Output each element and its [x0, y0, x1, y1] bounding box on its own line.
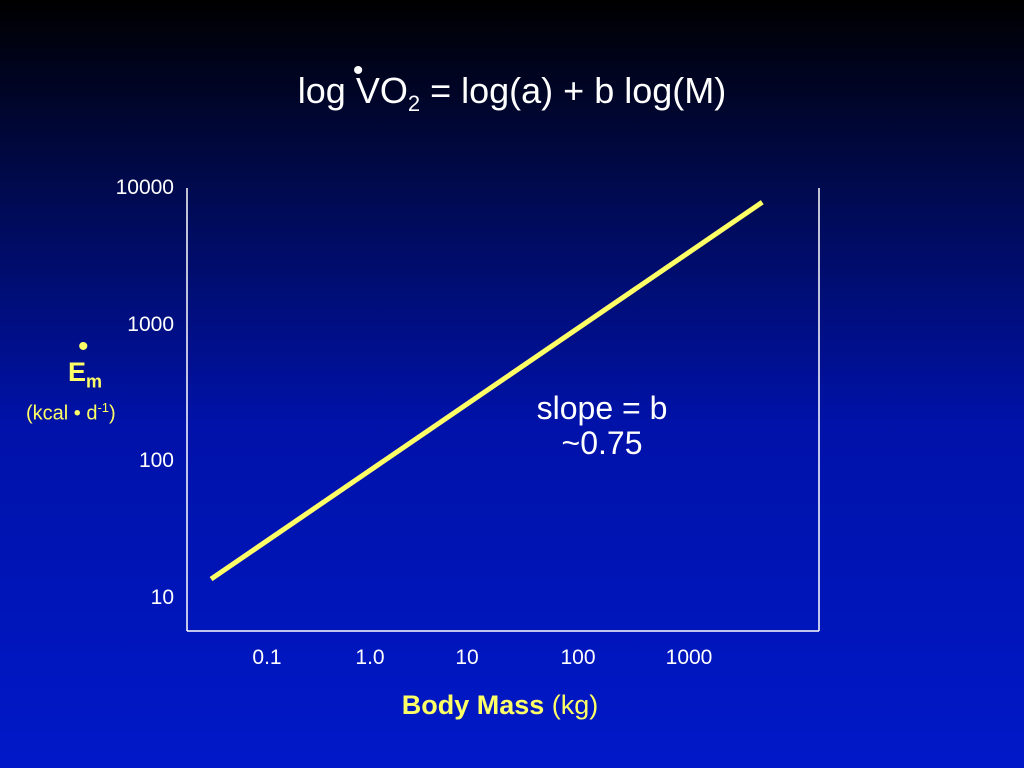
- x-label-unit: (kg): [544, 690, 599, 720]
- x-axis-label: Body Mass (kg): [0, 690, 1000, 721]
- rate-dot-yellow: •: [78, 330, 89, 363]
- chart-title: log • VO2 = log(a) + b log(M): [0, 56, 1024, 117]
- title-o: O: [379, 70, 408, 111]
- y-tick-label: 10: [150, 586, 174, 609]
- title-suffix: = log(a) + b log(M): [420, 70, 727, 111]
- rate-dot: •: [352, 54, 364, 87]
- y-symbol-sub: m: [86, 371, 103, 392]
- y-tick-label: 100: [138, 449, 174, 473]
- y-symbol-letter: E: [68, 357, 87, 387]
- y-unit-close: ): [109, 402, 116, 425]
- title-prefix: log: [297, 70, 356, 111]
- x-tick-label: 0.1: [252, 646, 282, 669]
- y-unit: (kcal • d-1): [26, 400, 116, 426]
- y-unit-sup: -1: [97, 400, 110, 415]
- slope-line-2: ~0.75: [561, 425, 643, 461]
- slope-annotation: slope = b ~0.75: [492, 390, 712, 462]
- y-unit-open: (kcal • d: [26, 402, 98, 425]
- title-v: V: [355, 70, 380, 111]
- y-tick-label: 10000: [115, 176, 174, 199]
- x-label-bold: Body Mass: [401, 690, 545, 720]
- x-tick-label: 1000: [665, 646, 713, 669]
- slope-line-1: slope = b: [536, 390, 668, 426]
- vdot-symbol: • V: [353, 56, 380, 112]
- x-tick-label: 10: [455, 646, 479, 669]
- title-subscript: 2: [407, 91, 421, 116]
- x-tick-label: 100: [560, 646, 596, 669]
- y-symbol: Em: [68, 357, 102, 392]
- series-layer: [209, 200, 764, 582]
- x-tick-label: 1.0: [355, 646, 385, 669]
- series-line-0: [209, 200, 764, 582]
- y-tick-label: 1000: [127, 312, 174, 336]
